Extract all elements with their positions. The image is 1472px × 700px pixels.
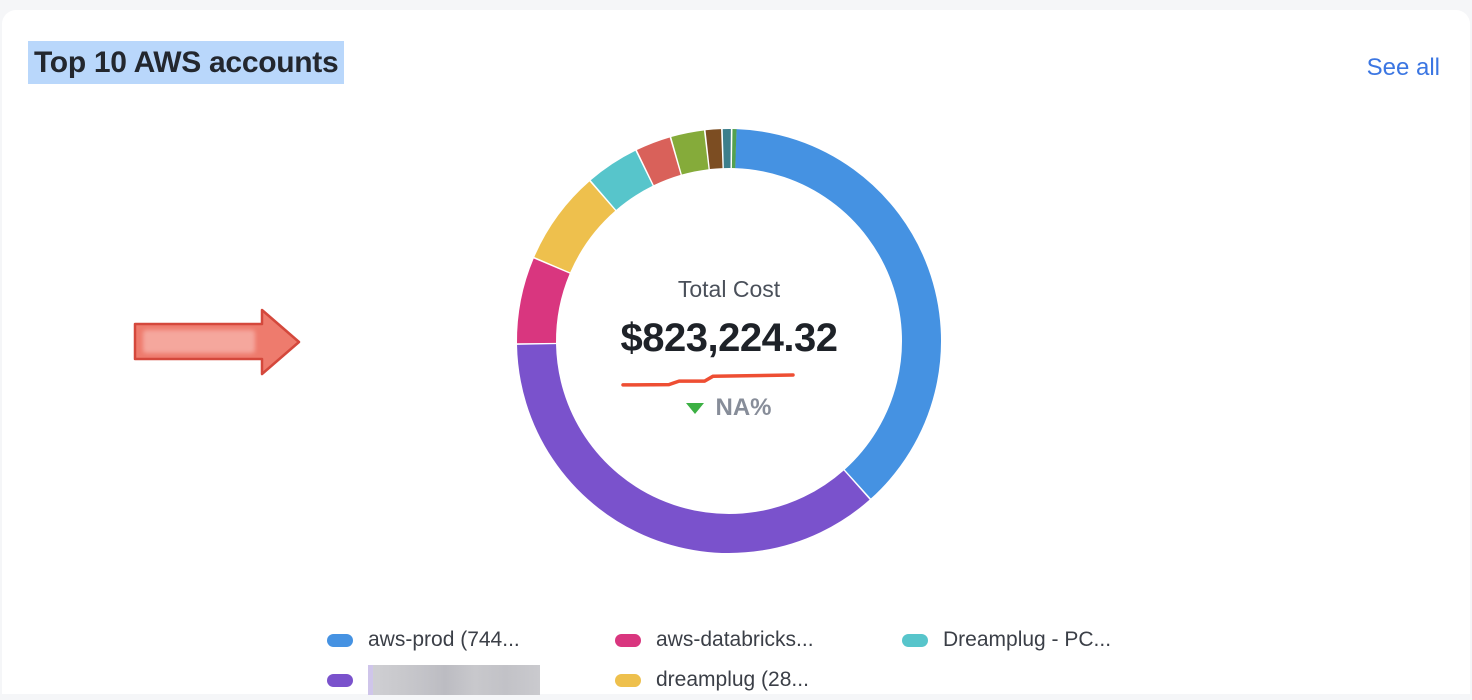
donut-segment-6[interactable] bbox=[677, 150, 707, 156]
donut-segment-3[interactable] bbox=[552, 196, 602, 265]
legend-item-1[interactable] bbox=[327, 660, 615, 700]
annotation-arrow bbox=[128, 304, 306, 388]
legend: aws-prod (744... aws-databricks... dreampl… bbox=[327, 620, 1111, 700]
legend-item-4[interactable]: Dreamplug - PC... bbox=[902, 620, 1111, 660]
legend-swatch-icon bbox=[327, 674, 353, 687]
legend-item-0[interactable]: aws-prod (744... bbox=[327, 620, 615, 660]
arrow-redacted-label bbox=[143, 330, 255, 353]
trend-sparkline-icon bbox=[620, 372, 796, 388]
legend-swatch-icon bbox=[615, 634, 641, 647]
sparkline-path bbox=[623, 375, 793, 385]
legend-label: Dreamplug - PC... bbox=[943, 628, 1111, 652]
donut-center-label: Total Cost bbox=[513, 276, 945, 303]
change-value: NA% bbox=[715, 394, 771, 422]
see-all-link[interactable]: See all bbox=[1367, 54, 1440, 82]
chart-card: Top 10 AWS accounts See all Total Cost $… bbox=[2, 10, 1470, 694]
legend-swatch-icon bbox=[327, 634, 353, 647]
legend-item-3[interactable]: dreamplug (28... bbox=[615, 660, 902, 700]
donut-total-value: $823,224.32 bbox=[513, 316, 945, 361]
legend-swatch-icon bbox=[615, 674, 641, 687]
donut-segment-5[interactable] bbox=[645, 156, 675, 167]
donut-segment-4[interactable] bbox=[603, 168, 644, 195]
legend-swatch-icon bbox=[902, 634, 928, 647]
legend-item-2[interactable]: aws-databricks... bbox=[615, 620, 902, 660]
chart-title: Top 10 AWS accounts bbox=[28, 41, 344, 84]
triangle-down-icon bbox=[686, 403, 704, 414]
legend-label: dreamplug (28... bbox=[656, 668, 809, 692]
legend-label: aws-prod (744... bbox=[368, 628, 520, 652]
donut-segment-7[interactable] bbox=[708, 149, 722, 150]
change-indicator: NA% bbox=[513, 394, 945, 422]
legend-label: aws-databricks... bbox=[656, 628, 814, 652]
redacted-strip bbox=[368, 665, 373, 695]
legend-redacted-label bbox=[368, 665, 540, 695]
